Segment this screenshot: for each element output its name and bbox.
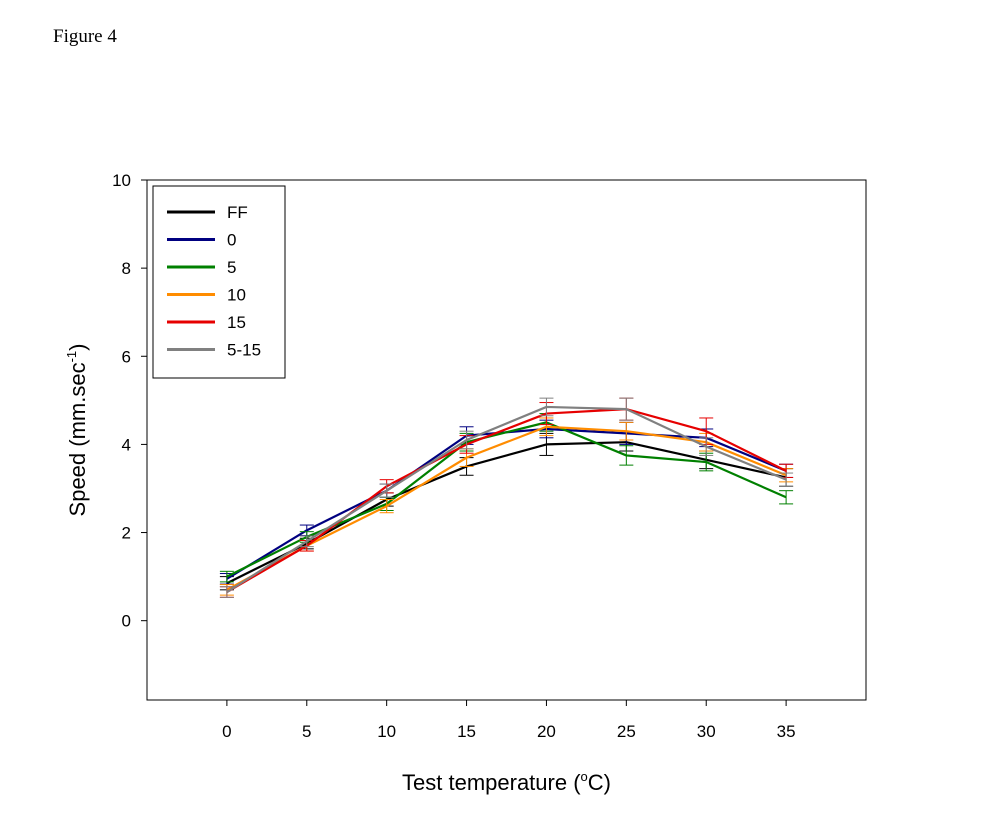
- y-tick-label: 6: [122, 347, 131, 366]
- y-tick-label: 2: [122, 524, 131, 543]
- y-axis-title: Speed (mm.sec-1): [64, 344, 90, 517]
- x-tick-label: 30: [697, 722, 716, 741]
- series-15: [219, 397, 794, 598]
- x-tick-label: 10: [377, 722, 396, 741]
- legend-label: 15: [227, 313, 246, 332]
- legend-label: FF: [227, 203, 248, 222]
- legend-label: 0: [227, 231, 236, 250]
- y-tick-label: 0: [122, 612, 131, 631]
- x-tick-label: 15: [457, 722, 476, 741]
- series-FF: [219, 432, 794, 591]
- plot-frame: [146, 179, 867, 701]
- x-axis-title: Test temperature (oC): [402, 769, 611, 795]
- series-line: [226, 405, 787, 593]
- figure-label: Figure 4: [53, 26, 117, 47]
- y-tick-label: 4: [122, 435, 131, 454]
- legend-box: [152, 185, 286, 379]
- series-line: [226, 421, 787, 578]
- x-tick-label: 25: [617, 722, 636, 741]
- y-tick-label: 10: [112, 171, 131, 190]
- legend: FF 0 5 10 15 5-15: [152, 185, 286, 379]
- series-line: [226, 408, 787, 593]
- legend-label: 5: [227, 258, 236, 277]
- legend-label: 10: [227, 286, 246, 305]
- series-5-15: [219, 397, 794, 598]
- y-tick-label: 8: [122, 259, 131, 278]
- x-tick-label: 0: [222, 722, 231, 741]
- x-tick-label: 35: [777, 722, 796, 741]
- x-tick-label: 5: [302, 722, 311, 741]
- series-line: [226, 441, 787, 585]
- x-tick-label: 20: [537, 722, 556, 741]
- legend-label: 5-15: [227, 341, 261, 360]
